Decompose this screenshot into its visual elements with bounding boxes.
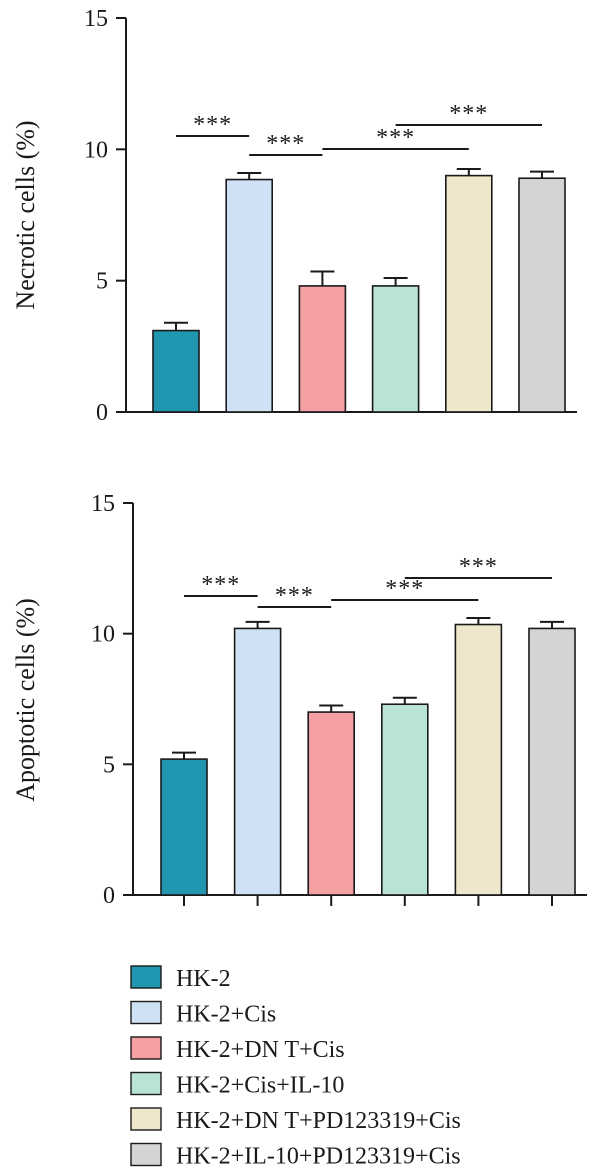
legend-swatch <box>130 1036 162 1060</box>
legend-label: HK-2+Cis <box>176 1002 276 1028</box>
apoptotic-bar <box>233 627 282 896</box>
necrotic-y-tick-label: 5 <box>96 269 108 295</box>
necrotic-significance-label: *** <box>193 112 232 138</box>
necrotic-bar <box>444 174 493 413</box>
necrotic-chart: Necrotic cells (%) 0 5 10 15 *** *** *** *** <box>11 6 577 426</box>
apoptotic-y-tick-label: 10 <box>91 622 115 648</box>
necrotic-y-tick-label: 15 <box>84 6 108 32</box>
necrotic-y-axis-title: Necrotic cells (%) <box>11 120 40 309</box>
legend-label: HK-2+IL-10+PD123319+Cis <box>176 1144 461 1170</box>
apoptotic-significance-label: *** <box>385 576 424 602</box>
necrotic-y-tick-label: 0 <box>96 400 108 426</box>
necrotic-significance-label: *** <box>376 125 415 151</box>
apoptotic-y-tick-label: 0 <box>103 883 115 909</box>
apoptotic-significance-label: *** <box>201 572 240 598</box>
legend-label: HK-2+Cis+IL-10 <box>176 1073 344 1099</box>
necrotic-significance-label: *** <box>266 131 305 157</box>
apoptotic-y-tick-label: 15 <box>91 491 115 517</box>
legend-swatch <box>130 1142 162 1167</box>
legend: HK-2 HK-2+Cis HK-2+DN T+Cis HK-2+Cis+IL-10 H… <box>130 965 461 1170</box>
necrotic-bar <box>225 178 273 413</box>
legend-swatch <box>130 1000 162 1025</box>
apoptotic-bar <box>160 758 208 896</box>
apoptotic-y-axis-title: Apoptotic cells (%) <box>11 598 40 802</box>
necrotic-bar <box>371 285 420 413</box>
apoptotic-bar <box>380 703 429 896</box>
apoptotic-bar <box>307 711 356 896</box>
necrotic-significance-label: *** <box>449 101 488 127</box>
legend-label: HK-2+DN T+Cis <box>176 1037 345 1063</box>
apoptotic-bar <box>454 623 503 896</box>
legend-label: HK-2 <box>176 966 231 992</box>
apoptotic-significance-label: *** <box>275 583 314 609</box>
legend-swatch <box>130 965 162 989</box>
necrotic-y-tick-label: 10 <box>84 137 108 163</box>
necrotic-bar <box>518 177 566 413</box>
apoptotic-significance-label: *** <box>459 554 498 580</box>
legend-swatch <box>130 1107 162 1131</box>
legend-label: HK-2+DN T+PD123319+Cis <box>176 1108 461 1134</box>
apoptotic-y-tick-label: 5 <box>103 752 115 778</box>
necrotic-bar <box>152 329 200 413</box>
apoptotic-bar <box>528 627 576 896</box>
legend-swatch <box>130 1071 162 1096</box>
necrotic-bar <box>298 285 347 413</box>
apoptotic-chart: Apoptotic cells (%) 0 5 10 15 *** *** *** *** <box>11 491 587 909</box>
